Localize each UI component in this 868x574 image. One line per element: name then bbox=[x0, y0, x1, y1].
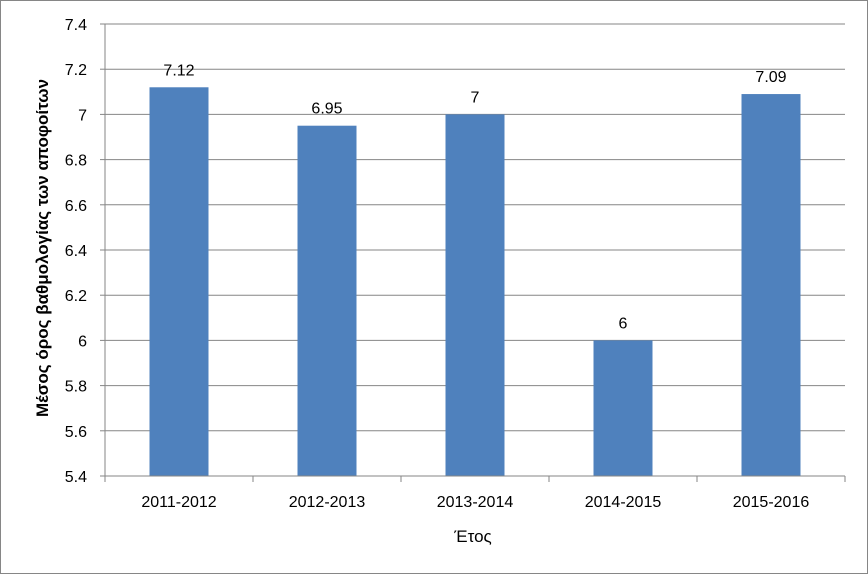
axes bbox=[100, 23, 846, 482]
bar bbox=[593, 340, 653, 476]
data-label: 7 bbox=[471, 89, 480, 106]
x-tick-label: 2014-2015 bbox=[585, 494, 662, 511]
y-tick-label: 7 bbox=[78, 107, 87, 124]
x-tick-label: 2013-2014 bbox=[437, 494, 514, 511]
data-label: 7.12 bbox=[163, 62, 194, 79]
y-tick-label: 7.4 bbox=[65, 17, 87, 34]
y-tick-label: 5.4 bbox=[65, 469, 87, 486]
x-tick-label: 2011-2012 bbox=[141, 494, 216, 511]
y-tick-label: 6 bbox=[78, 333, 87, 350]
x-tick-label: 2012-2013 bbox=[289, 494, 366, 511]
x-tick-label: 2015-2016 bbox=[733, 494, 810, 511]
gridlines bbox=[105, 23, 845, 432]
y-tick-label: 6.4 bbox=[65, 243, 87, 260]
y-tick-label: 7.2 bbox=[65, 62, 87, 79]
y-tick-label: 5.8 bbox=[65, 379, 87, 396]
data-labels: 7.12 6.95 7 6 7.09 bbox=[163, 62, 786, 332]
x-axis-title: Έτος bbox=[453, 527, 491, 546]
y-axis-title: Μέσος όρος βαθμολογίας των αποφοίτων bbox=[33, 79, 52, 417]
bar bbox=[297, 125, 357, 476]
y-tick-label: 5.6 bbox=[65, 424, 87, 441]
bars bbox=[149, 87, 801, 477]
bar bbox=[149, 87, 209, 476]
data-label: 6.95 bbox=[311, 101, 342, 118]
y-tick-labels: 5.4 5.6 5.8 6 6.2 6.4 6.6 6.8 7 7.2 7.4 bbox=[65, 17, 87, 486]
data-label: 7.09 bbox=[755, 69, 786, 86]
bar bbox=[741, 94, 801, 476]
y-tick-label: 6.6 bbox=[65, 198, 87, 215]
data-label: 6 bbox=[619, 315, 628, 332]
y-tick-label: 6.8 bbox=[65, 153, 87, 170]
x-tick-labels: 2011-2012 2012-2013 2013-2014 2014-2015 2015… bbox=[141, 494, 809, 511]
bar bbox=[445, 114, 505, 477]
y-tick-label: 6.2 bbox=[65, 288, 87, 305]
